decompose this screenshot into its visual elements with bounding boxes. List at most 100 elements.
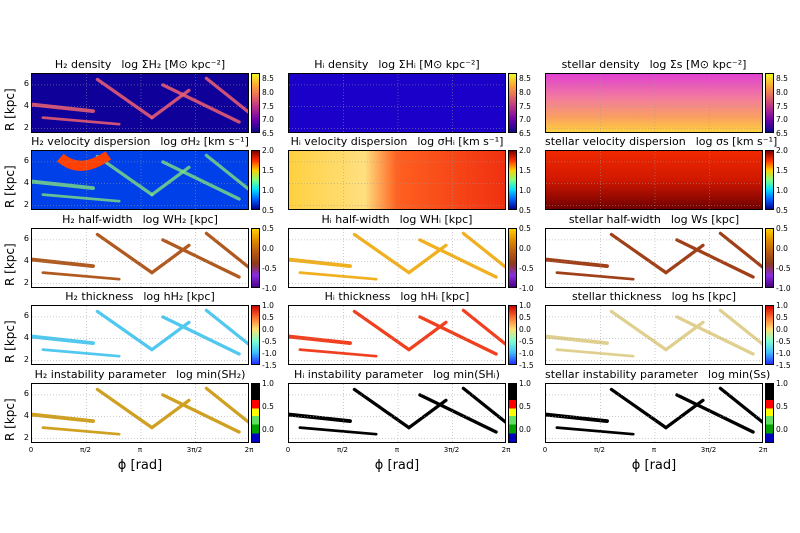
dispersion-arm	[32, 179, 95, 190]
x-tick-label: 0	[285, 446, 291, 454]
x-axis-label: ϕ [rad]	[117, 458, 163, 473]
panel-title-quantity: log ΣH₂ [M⊙ kpc⁻²]	[121, 58, 226, 71]
panel-title-name: stellar thickness	[571, 290, 662, 303]
dispersion-arm	[41, 193, 121, 203]
panel-title-quantity: log hHᵢ [kpc]	[400, 290, 470, 303]
colorbar	[508, 150, 517, 210]
arm-region	[32, 334, 95, 345]
panel-title-quantity: log σH₂ [km s⁻¹]	[160, 135, 249, 148]
arm-region	[609, 309, 668, 352]
colorbar	[765, 228, 774, 288]
y-tick-label: 6	[23, 155, 29, 165]
x-tick-label: 2π	[244, 446, 254, 454]
colorbar-tick-label: 1.0	[519, 301, 531, 310]
colorbar-tick-label: 8.5	[519, 74, 531, 84]
colorbar-tick-label: -0.5	[519, 264, 534, 273]
map-overlay	[32, 306, 248, 364]
colorbar	[508, 228, 517, 288]
x-tick-label: 3π/2	[186, 446, 203, 454]
arm-region	[609, 232, 668, 275]
arm-region	[555, 348, 635, 358]
colorbar-tick-label: 7.0	[262, 115, 274, 125]
colorbar-tick-label: 8.0	[519, 88, 531, 98]
colorbar-tick-label: 7.5	[776, 101, 788, 111]
panel-title-name: Hᵢ instability parameter	[294, 368, 424, 381]
colorbar-tick-label: 2.0	[519, 146, 531, 155]
panel-title-name: H₂ thickness	[65, 290, 134, 303]
y-tick-label: 2	[23, 432, 29, 442]
panel-title-quantity: log min(Ss)	[708, 368, 771, 381]
map-panel	[288, 150, 506, 210]
arm-region	[95, 232, 154, 275]
panel-title-name: stellar half-width	[568, 213, 661, 226]
colorbar-tick-label: 0.0	[519, 325, 531, 334]
map-overlay	[546, 74, 762, 132]
map-overlay	[32, 384, 248, 442]
colorbar-tick-label: 0.0	[262, 425, 274, 435]
colorbar-tick-label: 1.0	[776, 301, 788, 310]
colorbar-tick-label: 0.0	[262, 244, 274, 253]
y-tick-label: 4	[23, 177, 29, 187]
arm-region	[418, 238, 498, 279]
y-tick-label: 6	[23, 233, 29, 243]
y-tick-label: 2	[23, 122, 29, 132]
colorbar-tick-label: -1.0	[519, 349, 534, 358]
arm-region	[718, 386, 762, 424]
colorbar-tick-label: 1.0	[262, 379, 274, 388]
x-tick-label: π/2	[336, 446, 349, 454]
x-tick-label: 0	[28, 446, 34, 454]
panel-title-quantity: log min(SH₂)	[176, 368, 246, 381]
dispersion-arm	[204, 153, 248, 191]
panel-title-name: stellar density	[561, 58, 640, 71]
x-tick-label: π/2	[79, 446, 92, 454]
colorbar-tick-label: 0.5	[262, 206, 274, 215]
colorbar-tick-label: 1.0	[776, 186, 788, 195]
y-tick-label: 4	[23, 255, 29, 265]
colorbar	[251, 228, 260, 288]
x-tick-label: π	[394, 446, 400, 454]
y-tick-label: 6	[23, 388, 29, 398]
map-overlay	[32, 229, 248, 287]
colorbar-tick-label: 1.0	[519, 379, 531, 388]
colorbar-tick-label: 2.0	[776, 146, 788, 155]
map-panel	[31, 305, 249, 365]
colorbar	[765, 150, 774, 210]
colorbar-tick-label: 0.5	[519, 313, 531, 322]
map-panel	[31, 383, 249, 443]
x-axis-label: ϕ [rad]	[631, 458, 677, 473]
colorbar-tick-label: 0.5	[262, 402, 274, 412]
arm-region	[289, 257, 352, 268]
dispersion-arm	[95, 154, 154, 197]
colorbar-tick-label: 1.0	[262, 301, 274, 310]
colorbar-tick-label: -0.5	[519, 337, 534, 346]
colorbar-tick-label: -1.5	[519, 361, 534, 370]
map-overlay	[289, 384, 505, 442]
y-axis-label: R [kpc]	[3, 320, 17, 363]
arm-region	[41, 348, 121, 358]
panel-title-quantity: log σHᵢ [km s⁻¹]	[417, 135, 504, 148]
arm-region	[289, 334, 352, 345]
panel-title: stellar thickness log hs [kpc]	[545, 290, 763, 303]
map-panel	[288, 305, 506, 365]
x-tick-label: 2π	[501, 446, 511, 454]
panel-title-name: Hᵢ half-width	[321, 213, 390, 226]
colorbar-tick-label: 0.0	[519, 425, 531, 435]
panel-title-quantity: log WH₂ [kpc]	[142, 213, 218, 226]
map-overlay	[289, 229, 505, 287]
y-axis-label: R [kpc]	[3, 398, 17, 441]
colorbar-tick-label: 0.5	[262, 313, 274, 322]
colorbar-tick-label: 1.5	[262, 166, 274, 175]
colorbar	[765, 383, 774, 443]
panel-title-quantity: log min(SHᵢ)	[433, 368, 500, 381]
panel-title: Hᵢ instability parameter log min(SHᵢ)	[288, 368, 506, 381]
colorbar-tick-label: -0.5	[776, 264, 791, 273]
colorbar-tick-label: 6.5	[262, 129, 274, 138]
colorbar-tick-label: 1.0	[519, 186, 531, 195]
map-panel	[545, 383, 763, 443]
arm-region	[555, 426, 635, 436]
arm-region	[546, 334, 609, 345]
panel-title: H₂ thickness log hH₂ [kpc]	[31, 290, 249, 303]
arm-region	[461, 308, 505, 346]
map-overlay	[289, 306, 505, 364]
